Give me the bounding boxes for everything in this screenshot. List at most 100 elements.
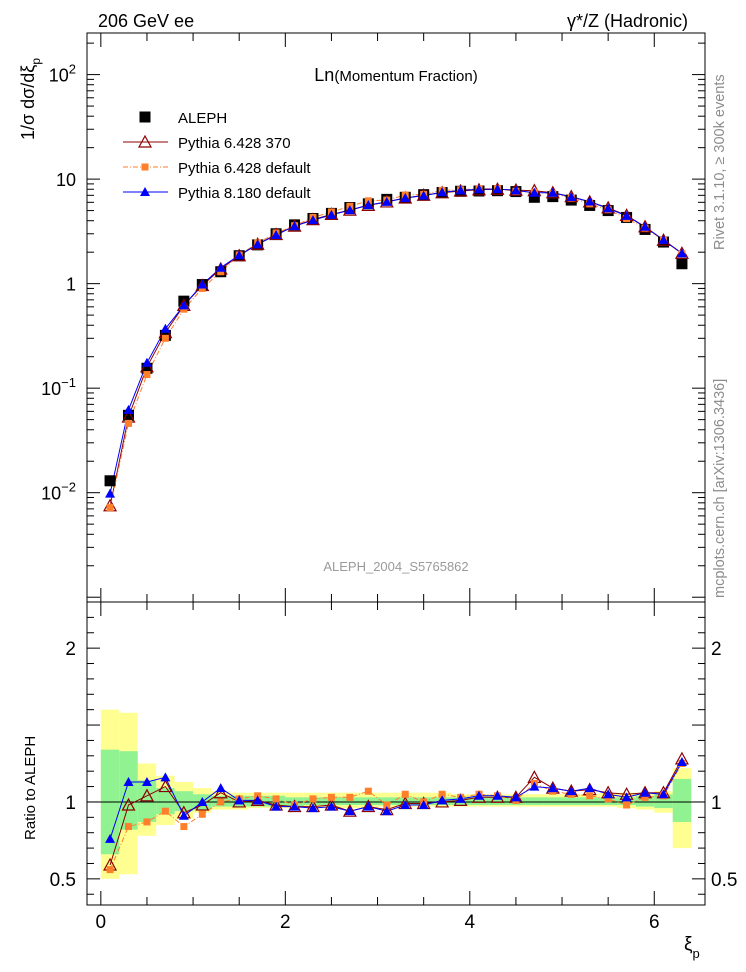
legend-marker-p6_370 <box>137 134 153 148</box>
ratio-point-p8_def <box>658 789 669 799</box>
main-line-p8_def <box>109 188 683 494</box>
main-point-p8_def <box>621 210 632 220</box>
ratio-band-green <box>340 797 360 806</box>
main-point-p8_def <box>252 239 263 249</box>
ratio-line-p6_def <box>109 763 683 870</box>
ratio-point-p8_def <box>400 800 411 810</box>
rivet-label: Rivet 3.1.10, ≥ 300k events <box>712 74 728 250</box>
ratio-point-p8_def <box>529 781 540 791</box>
ratio-xtick-label: 2 <box>280 912 291 933</box>
main-point-p8_def <box>437 187 448 197</box>
ratio-band-green <box>488 797 507 806</box>
ratio-point-p6_def <box>401 790 409 798</box>
ratio-point-p6_def <box>641 793 649 801</box>
ratio-point-p6_def <box>198 810 206 818</box>
legend-label-p6_def: Pythia 6.428 default <box>178 160 311 177</box>
ratio-point-p6_def <box>604 795 612 803</box>
ratio-point-p6_370 <box>361 799 376 813</box>
ratio-point-p6_def <box>586 792 594 800</box>
main-line-p6_370 <box>109 188 683 506</box>
ratio-point-p8_def <box>123 776 134 786</box>
main-line-p6_def <box>109 188 683 508</box>
main-point-p8_def <box>326 209 337 219</box>
main-point-p8_def <box>400 192 411 202</box>
ratio-point-p6_def <box>327 793 335 801</box>
legend-marker-aleph <box>139 111 151 123</box>
ratio-point-p6_def <box>623 801 631 809</box>
ratio-axes: 0.5 0.5 1 1 2 2 0 2 4 6 <box>50 602 737 933</box>
ratio-band-green <box>635 795 655 807</box>
ratio-point-p6_370 <box>139 788 154 802</box>
ratio-point-p8_def <box>178 810 189 820</box>
main-point-p8_def <box>307 215 318 225</box>
ratio-point-p6_def <box>143 818 151 826</box>
ratio-point-p8_def <box>566 786 577 796</box>
legend-label-p6_370: Pythia 6.428 370 <box>178 135 291 152</box>
main-point-p8_def <box>178 300 189 310</box>
main-point-p8_def <box>289 221 300 231</box>
ratio-point-p6_def <box>364 787 372 795</box>
ratio-point-p6_def <box>180 823 188 831</box>
ratio-point-p6_def <box>106 866 114 874</box>
main-point-p8_def <box>141 357 152 367</box>
main-point-p8_def <box>363 200 374 210</box>
ratio-point-p6_370 <box>121 797 136 811</box>
ratio-band-green <box>322 797 341 806</box>
main-point-p6_def <box>217 268 225 276</box>
ratio-point-p6_def <box>161 807 169 815</box>
ratio-point-p6_def <box>309 795 317 803</box>
ratio-point-p6_def <box>383 801 391 809</box>
main-point-p6_def <box>143 371 151 379</box>
ratio-point-p8_def <box>289 801 300 811</box>
ratio-point-p8_def <box>418 800 429 810</box>
ratio-ytick-label-right: 1 <box>711 793 722 814</box>
ratio-point-p8_def <box>234 795 245 805</box>
ratio-point-p8_def <box>141 776 152 786</box>
main-point-p8_def <box>105 488 116 498</box>
ratio-ytick-label-left: 0.5 <box>50 870 76 891</box>
main-point-p8_def <box>197 279 208 289</box>
main-ytick-label: 102 <box>49 62 76 86</box>
main-point-p8_def <box>547 187 558 197</box>
ratio-ytick-label-left: 1 <box>65 793 76 814</box>
main-point-p8_def <box>455 185 466 195</box>
main-point-aleph <box>141 362 153 374</box>
main-point-p8_def <box>566 191 577 201</box>
main-point-p8_def <box>344 205 355 215</box>
main-point-p6_def <box>161 334 169 342</box>
ratio-ytick-label-right: 0.5 <box>711 870 737 891</box>
ratio-point-p8_def <box>105 833 116 843</box>
ratio-point-p8_def <box>584 783 595 793</box>
ratio-point-p6_370 <box>213 785 228 799</box>
main-point-p6_def <box>125 419 133 427</box>
main-ytick-label: 10−2 <box>41 480 76 504</box>
ratio-xtick-label: 0 <box>96 912 107 933</box>
main-ylabel: 1/σ dσ/dξp <box>18 58 43 140</box>
ratio-point-p8_def <box>603 789 614 799</box>
legend-marker-p6_def <box>141 163 149 171</box>
ratio-point-p8_def <box>197 796 208 806</box>
ratio-point-p6_def <box>346 793 354 801</box>
ratio-point-p8_def <box>492 790 503 800</box>
ratio-band-green <box>543 797 563 806</box>
ratio-point-p8_def <box>326 801 337 811</box>
ratio-point-p8_def <box>455 793 466 803</box>
ratio-point-p8_def <box>510 792 521 802</box>
main-point-p8_def <box>123 404 134 414</box>
main-point-p8_def <box>160 323 171 333</box>
analysis-annotation: ALEPH_2004_S5765862 <box>323 559 468 574</box>
ratio-band-green <box>525 797 544 806</box>
ratio-point-p8_def <box>271 801 282 811</box>
ratio-point-p8_def <box>676 756 687 766</box>
ratio-point-p6_370 <box>342 803 357 817</box>
main-axes: 10−2 10−1 1 10 102 <box>41 33 705 603</box>
header-left: 206 GeV ee <box>98 11 194 31</box>
ratio-point-p6_370 <box>158 779 173 793</box>
main-point-p8_def <box>584 196 595 206</box>
header-right: γ*/Z (Hadronic) <box>567 11 688 31</box>
ratio-point-p8_def <box>363 801 374 811</box>
main-point-p8_def <box>381 196 392 206</box>
ratio-frame <box>86 601 706 906</box>
ratio-band-green <box>119 751 138 830</box>
